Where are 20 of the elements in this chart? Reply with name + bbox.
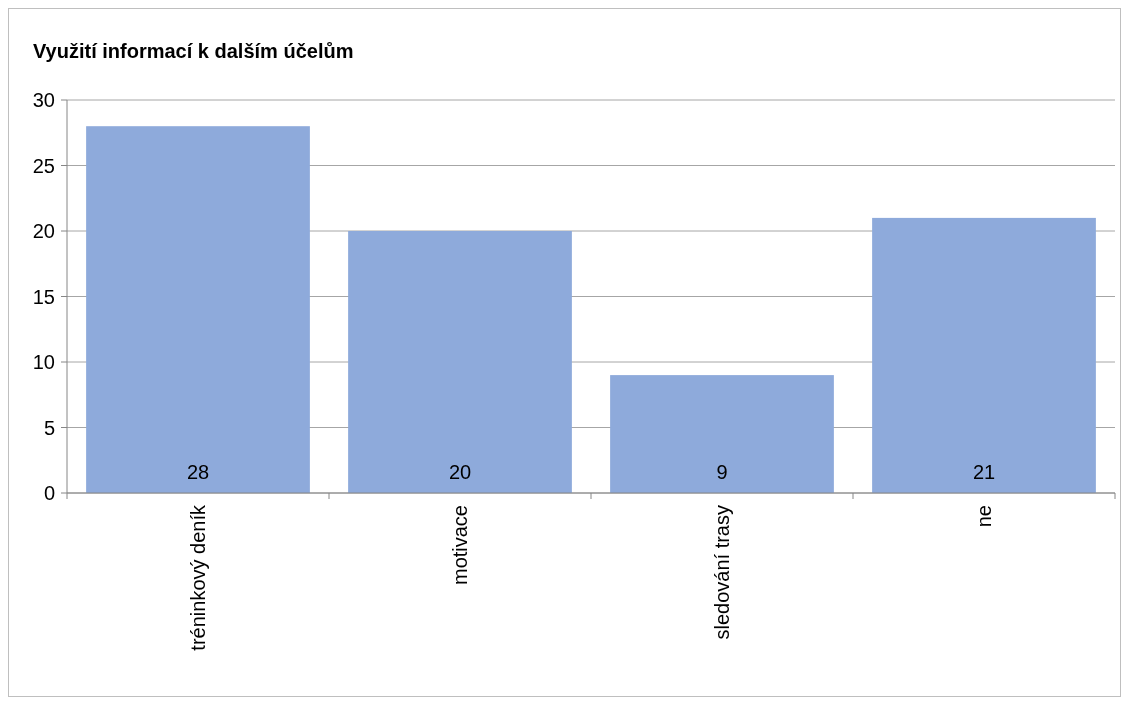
y-tick-label: 15 [32, 285, 55, 308]
chart-title: Využití informací k dalším účelům [33, 40, 354, 62]
y-tick-label: 20 [32, 220, 55, 242]
y-tick-label: 30 [32, 89, 55, 111]
x-tick-label: motivace [449, 505, 471, 586]
bar [348, 231, 572, 493]
data-label: 9 [716, 461, 728, 483]
data-label: 21 [972, 461, 996, 483]
data-label: 28 [186, 461, 210, 483]
y-tick-label: 5 [43, 416, 55, 439]
data-label: 20 [448, 461, 472, 483]
bar [86, 126, 310, 493]
y-tick-label: 0 [43, 482, 55, 504]
x-tick-label: sledování trasy [711, 505, 733, 640]
x-tick-label: ne [973, 505, 995, 528]
y-tick-label: 10 [32, 351, 55, 373]
bar [610, 375, 834, 493]
x-tick-label: tréninkový deník [187, 504, 209, 651]
y-tick-label: 25 [32, 154, 55, 177]
bar [872, 217, 1096, 493]
